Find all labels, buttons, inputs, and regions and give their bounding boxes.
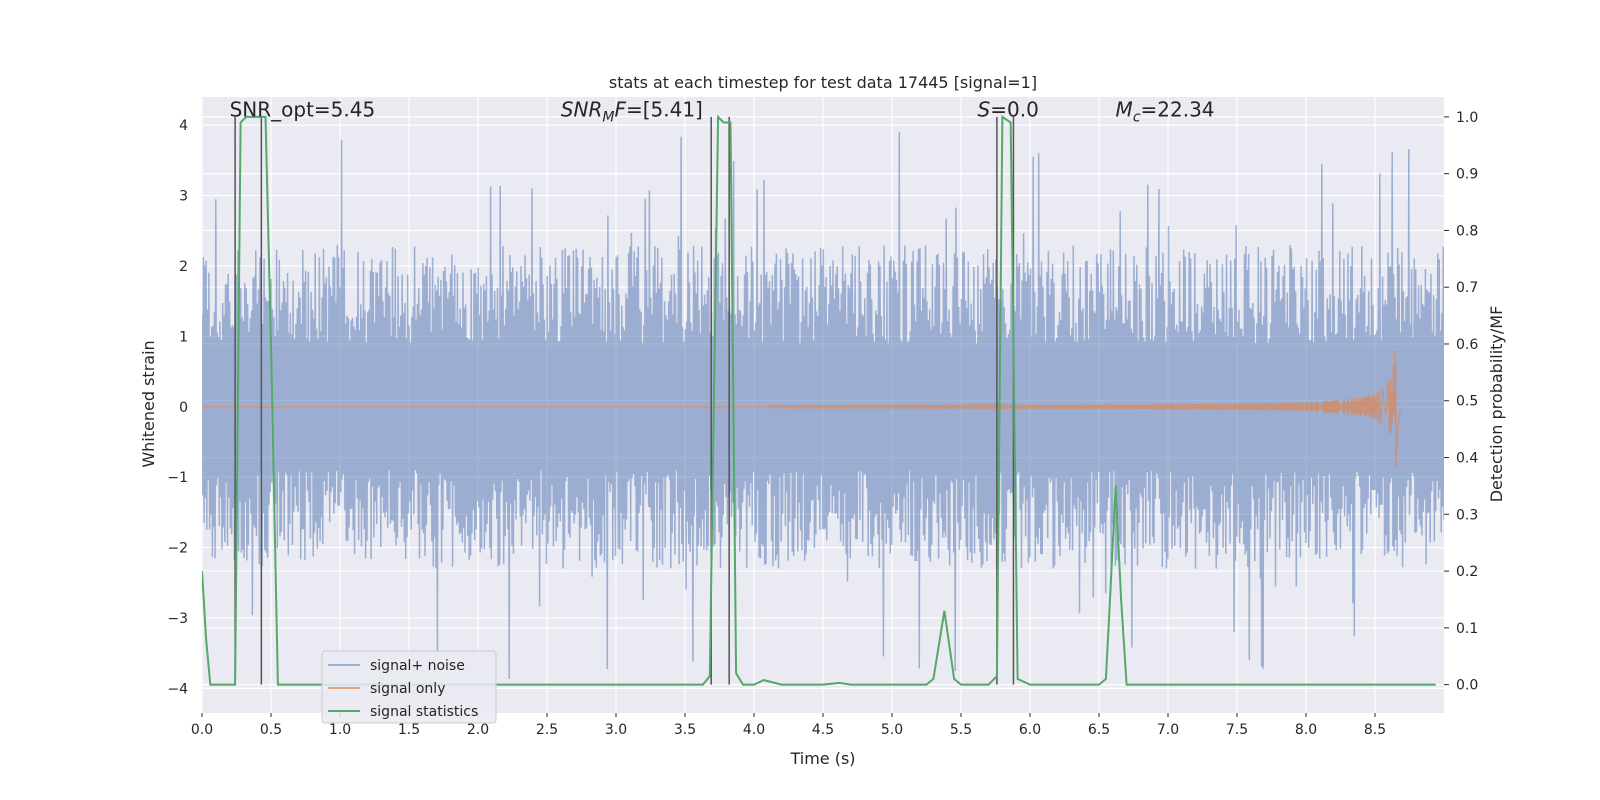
x-tick-label: 8.5 bbox=[1364, 722, 1386, 738]
y-right-tick-label: 0.8 bbox=[1456, 223, 1478, 239]
x-tick-label: 0.0 bbox=[191, 722, 213, 738]
annotations: SNR_opt=5.45 SNRMF=[5.41] S=0.0 Mc=22.34 bbox=[230, 98, 1215, 126]
annotation-mc: Mc=22.34 bbox=[1116, 98, 1215, 126]
y-tick-label: −4 bbox=[167, 681, 188, 697]
x-tick-label: 6.0 bbox=[1019, 722, 1041, 738]
y-right-tick-label: 0.5 bbox=[1456, 394, 1478, 410]
y-tick-label: 1 bbox=[179, 329, 188, 345]
y-right-tick-label: 0.9 bbox=[1456, 167, 1478, 183]
x-axis-label: Time (s) bbox=[789, 749, 855, 768]
x-tick-label: 8.0 bbox=[1295, 722, 1317, 738]
annotation-s: S=0.0 bbox=[978, 98, 1039, 122]
x-tick-label: 1.0 bbox=[329, 722, 351, 738]
legend-box bbox=[321, 650, 497, 724]
y-right-tick-label: 0.0 bbox=[1456, 678, 1478, 694]
series-signal-plus-noise bbox=[202, 132, 1444, 680]
series-signal-statistics bbox=[202, 114, 1436, 686]
annotation-snr-opt: SNR_opt=5.45 bbox=[230, 98, 376, 122]
y-right-tick-label: 0.2 bbox=[1456, 564, 1478, 580]
annotation-snr-mf: SNRMF=[5.41] bbox=[561, 98, 703, 126]
x-tick-label: 7.0 bbox=[1157, 722, 1179, 738]
x-tick-label: 0.5 bbox=[260, 722, 282, 738]
y-right-tick-label: 1.0 bbox=[1456, 110, 1478, 126]
y-right-tick-label: 0.3 bbox=[1456, 507, 1478, 523]
x-tick-label: 5.0 bbox=[881, 722, 903, 738]
y-tick-label: 3 bbox=[179, 189, 188, 205]
chart-title: stats at each timestep for test data 174… bbox=[609, 73, 1037, 92]
legend-label: signal+ noise bbox=[370, 658, 465, 674]
x-tick-label: 3.0 bbox=[605, 722, 627, 738]
x-tick-label: 4.5 bbox=[812, 722, 834, 738]
x-tick-label: 5.5 bbox=[950, 722, 972, 738]
y-right-tick-label: 0.4 bbox=[1456, 451, 1478, 467]
y-tick-label: 0 bbox=[179, 400, 188, 416]
y-axis-right-label: Detection probability/MF bbox=[1487, 306, 1506, 503]
y-right-tick-label: 0.7 bbox=[1456, 280, 1478, 296]
x-tick-label: 1.5 bbox=[398, 722, 420, 738]
y-tick-label: −3 bbox=[167, 611, 188, 627]
plot-area bbox=[202, 114, 1444, 686]
y-axis-label: Whitened strain bbox=[139, 340, 158, 467]
x-tick-label: 6.5 bbox=[1088, 722, 1110, 738]
y-right-tick-label: 0.1 bbox=[1456, 621, 1478, 637]
y-tick-label: −1 bbox=[167, 470, 188, 486]
legend-label: signal only bbox=[370, 681, 445, 697]
legend-label: signal statistics bbox=[370, 704, 478, 720]
legend[interactable]: signal+ noise signal only signal statistic… bbox=[321, 650, 497, 724]
x-tick-label: 7.5 bbox=[1226, 722, 1248, 738]
y-right-tick-label: 0.6 bbox=[1456, 337, 1478, 353]
x-tick-label: 3.5 bbox=[674, 722, 696, 738]
x-tick-label: 2.0 bbox=[467, 722, 489, 738]
y-tick-label: −2 bbox=[167, 541, 188, 557]
y-tick-label: 2 bbox=[179, 259, 188, 275]
x-tick-label: 4.0 bbox=[743, 722, 765, 738]
x-tick-label: 2.5 bbox=[536, 722, 558, 738]
y-tick-label: 4 bbox=[179, 118, 188, 134]
tick-labels: 0.0 0.5 1.0 1.5 2.0 2.5 3.0 3.5 4.0 4.5 5.0 5.5 6.0 6… bbox=[167, 110, 1478, 738]
series-signal-only bbox=[202, 350, 1403, 467]
